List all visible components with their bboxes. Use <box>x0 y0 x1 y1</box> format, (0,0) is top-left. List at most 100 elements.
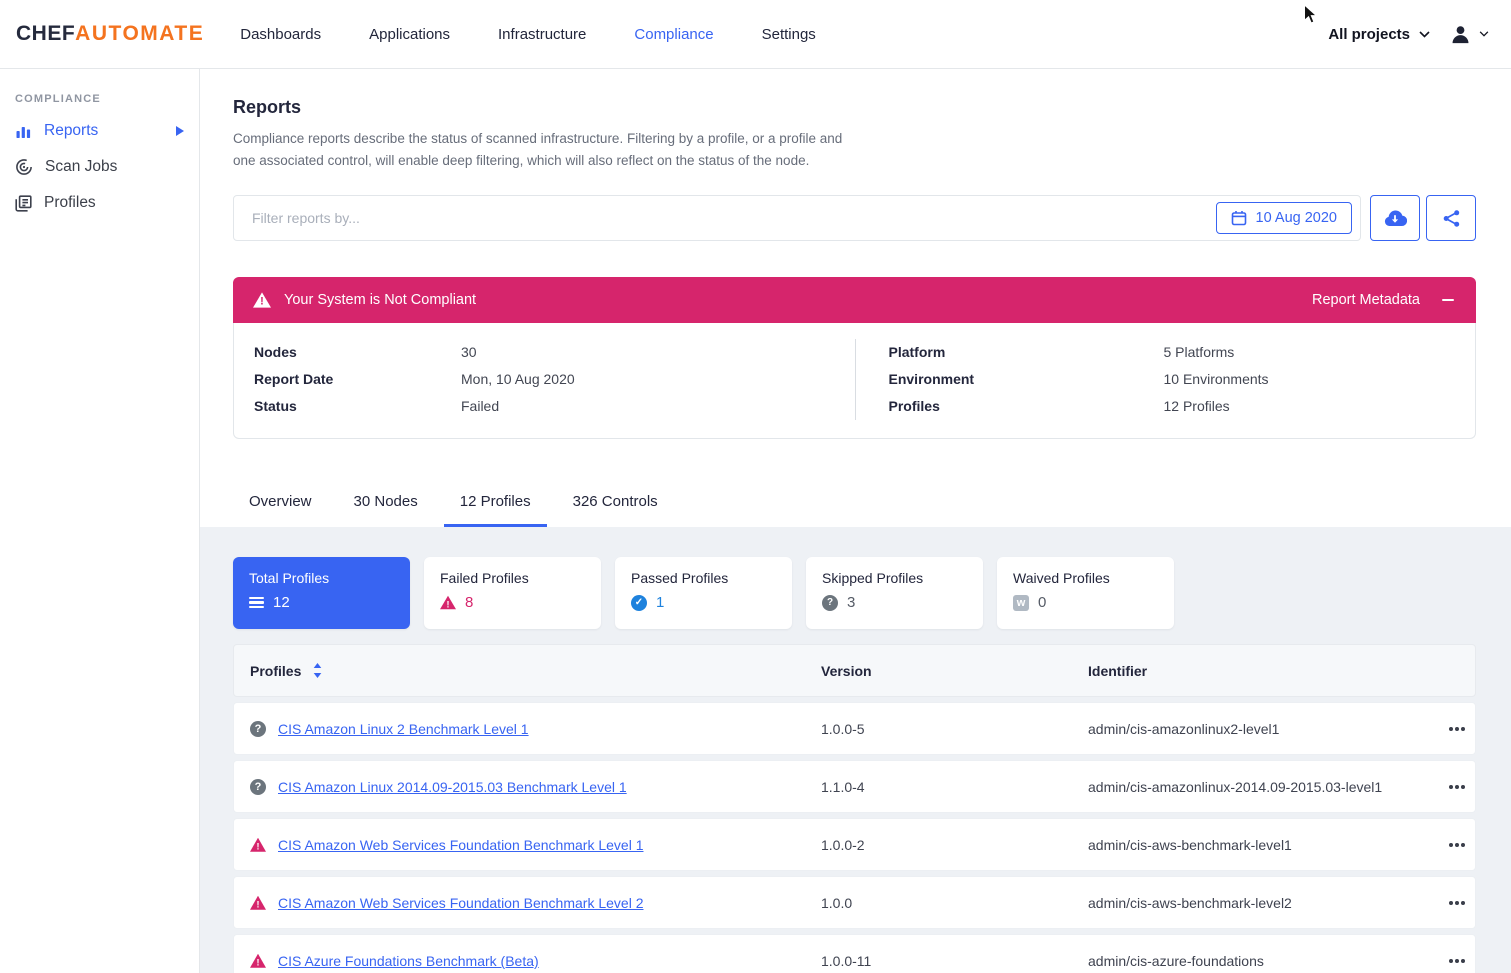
profile-identifier: admin/cis-amazonlinux2-level1 <box>1088 720 1280 737</box>
waived-w-badge-icon: w <box>1013 594 1029 611</box>
nav-compliance[interactable]: Compliance <box>634 25 714 43</box>
meta-value: 10 Environments <box>1163 371 1269 388</box>
warning-triangle-icon <box>440 595 456 610</box>
calendar-icon <box>1231 211 1246 226</box>
tab-nodes[interactable]: 30 Nodes <box>353 493 418 511</box>
main-content: Reports Compliance reports describe the … <box>200 69 1511 973</box>
card-label: Waived Profiles <box>1013 570 1110 587</box>
table-row: CIS Amazon Linux 2014.09-2015.03 Benchma… <box>233 760 1476 814</box>
card-total-profiles[interactable]: Total Profiles 12 <box>233 557 410 630</box>
profile-link[interactable]: CIS Amazon Web Services Foundation Bench… <box>278 836 644 853</box>
card-value: 12 <box>273 594 290 612</box>
row-menu-icon[interactable] <box>1455 900 1459 905</box>
logo-chef: CHEF <box>16 22 76 45</box>
user-avatar-icon <box>1452 25 1469 43</box>
profile-link[interactable]: CIS Amazon Linux 2 Benchmark Level 1 <box>278 720 529 737</box>
card-waived-profiles[interactable]: Waived Profiles w 0 <box>997 557 1174 630</box>
report-date-label: 10 Aug 2020 <box>1255 210 1337 227</box>
projects-selector-label: All projects <box>1328 25 1410 43</box>
meta-row-nodes: Nodes 30 <box>254 339 855 366</box>
chevron-down-icon <box>1419 30 1430 38</box>
page-description: Compliance reports describe the status o… <box>233 131 843 168</box>
row-menu-icon[interactable] <box>1455 784 1459 789</box>
tab-overview[interactable]: Overview <box>249 493 312 511</box>
profile-version: 1.0.0-11 <box>821 952 872 969</box>
profile-version: 1.0.0-5 <box>821 720 865 737</box>
chevron-down-icon <box>1479 31 1489 37</box>
meta-label: Profiles <box>888 398 940 415</box>
status-warning-icon <box>250 837 266 853</box>
share-report-button[interactable] <box>1426 195 1476 242</box>
nav-dashboards[interactable]: Dashboards <box>240 25 322 43</box>
meta-row-profiles: Profiles 12 Profiles <box>889 393 1476 420</box>
card-value: 1 <box>656 594 665 612</box>
sidebar-item-scan-jobs[interactable]: Scan Jobs <box>0 149 199 185</box>
profile-identifier: admin/cis-azure-foundations <box>1088 952 1264 969</box>
table-row: CIS Azure Foundations Benchmark (Beta) 1… <box>233 934 1476 973</box>
logo-automate: AUTOMATE <box>75 22 205 45</box>
meta-row-platform: Platform 5 Platforms <box>889 339 1476 366</box>
check-circle-icon: ✓ <box>631 594 647 611</box>
page-title: Reports <box>233 97 302 117</box>
row-menu-icon[interactable] <box>1455 842 1459 847</box>
filter-reports-input[interactable] <box>234 210 1216 227</box>
nav-applications[interactable]: Applications <box>369 25 451 43</box>
tab-profiles[interactable]: 12 Profiles <box>443 483 547 528</box>
profiles-stack-icon <box>15 194 32 212</box>
meta-value: Mon, 10 Aug 2020 <box>461 371 575 388</box>
table-row: CIS Amazon Linux 2 Benchmark Level 1 1.0… <box>233 702 1476 756</box>
meta-label: Report Date <box>254 371 334 388</box>
sidebar-item-label: Reports <box>44 122 99 139</box>
card-failed-profiles[interactable]: Failed Profiles 8 <box>424 557 601 630</box>
report-metadata-panel: Nodes 30 Report Date Mon, 10 Aug 2020 St… <box>233 323 1476 440</box>
report-metadata-toggle[interactable]: Report Metadata <box>1311 292 1420 309</box>
card-value: 8 <box>465 594 474 612</box>
nav-settings[interactable]: Settings <box>761 25 816 43</box>
question-circle-icon: ? <box>822 594 838 611</box>
user-menu[interactable] <box>1450 24 1489 45</box>
profile-link[interactable]: CIS Amazon Web Services Foundation Bench… <box>278 894 644 911</box>
warning-triangle-icon <box>253 292 271 309</box>
sort-icon[interactable] <box>313 663 322 679</box>
card-passed-profiles[interactable]: Passed Profiles ✓ 1 <box>615 557 792 630</box>
sidebar-item-reports[interactable]: Reports <box>0 113 199 149</box>
projects-selector[interactable]: All projects <box>1328 26 1430 43</box>
meta-value: 12 Profiles <box>1163 398 1230 415</box>
status-warning-icon <box>250 953 266 969</box>
compliance-sidebar: COMPLIANCE Reports Scan Jobs Profiles <box>0 69 200 973</box>
profile-link[interactable]: CIS Azure Foundations Benchmark (Beta) <box>278 952 539 969</box>
meta-row-status: Status Failed <box>254 393 855 420</box>
bar-chart-icon <box>16 127 31 138</box>
download-report-button[interactable] <box>1370 195 1420 242</box>
profiles-section: Total Profiles 12 Failed Profiles 8 Pass… <box>200 527 1511 973</box>
column-header-version: Version <box>821 662 872 679</box>
sidebar-item-label: Scan Jobs <box>45 158 118 175</box>
main-nav: Dashboards Applications Infrastructure C… <box>240 26 816 43</box>
banner-message: Your System is Not Compliant <box>284 292 477 309</box>
card-label: Skipped Profiles <box>822 570 924 587</box>
column-header-profiles: Profiles <box>250 662 302 679</box>
tab-controls[interactable]: 326 Controls <box>572 493 658 511</box>
meta-value: Failed <box>461 398 500 415</box>
profile-version: 1.0.0-2 <box>821 836 865 853</box>
nav-infrastructure[interactable]: Infrastructure <box>498 25 587 43</box>
meta-row-environment: Environment 10 Environments <box>889 366 1476 393</box>
row-menu-icon[interactable] <box>1455 958 1459 963</box>
report-date-button[interactable]: 10 Aug 2020 <box>1215 202 1352 235</box>
collapse-minus-icon[interactable] <box>1442 293 1456 307</box>
table-header: Profiles Version Identifier <box>233 644 1476 698</box>
table-row: CIS Amazon Web Services Foundation Bench… <box>233 818 1476 872</box>
table-row: CIS Amazon Web Services Foundation Bench… <box>233 876 1476 930</box>
card-label: Failed Profiles <box>440 570 529 587</box>
profile-link[interactable]: CIS Amazon Linux 2014.09-2015.03 Benchma… <box>278 778 627 795</box>
chef-automate-logo[interactable]: CHEFAUTOMATE <box>16 22 204 46</box>
sidebar-item-profiles[interactable]: Profiles <box>0 185 199 221</box>
compliance-status-banner: Your System is Not Compliant Report Meta… <box>233 277 1476 324</box>
meta-label: Nodes <box>254 344 297 361</box>
top-nav: CHEFAUTOMATE Dashboards Applications Inf… <box>0 0 1511 69</box>
row-menu-icon[interactable] <box>1455 726 1459 731</box>
report-tabs: Overview 30 Nodes 12 Profiles 326 Contro… <box>233 483 1476 528</box>
expand-arrow-icon[interactable] <box>176 126 184 136</box>
card-value: 0 <box>1038 594 1047 612</box>
card-skipped-profiles[interactable]: Skipped Profiles ? 3 <box>806 557 983 630</box>
